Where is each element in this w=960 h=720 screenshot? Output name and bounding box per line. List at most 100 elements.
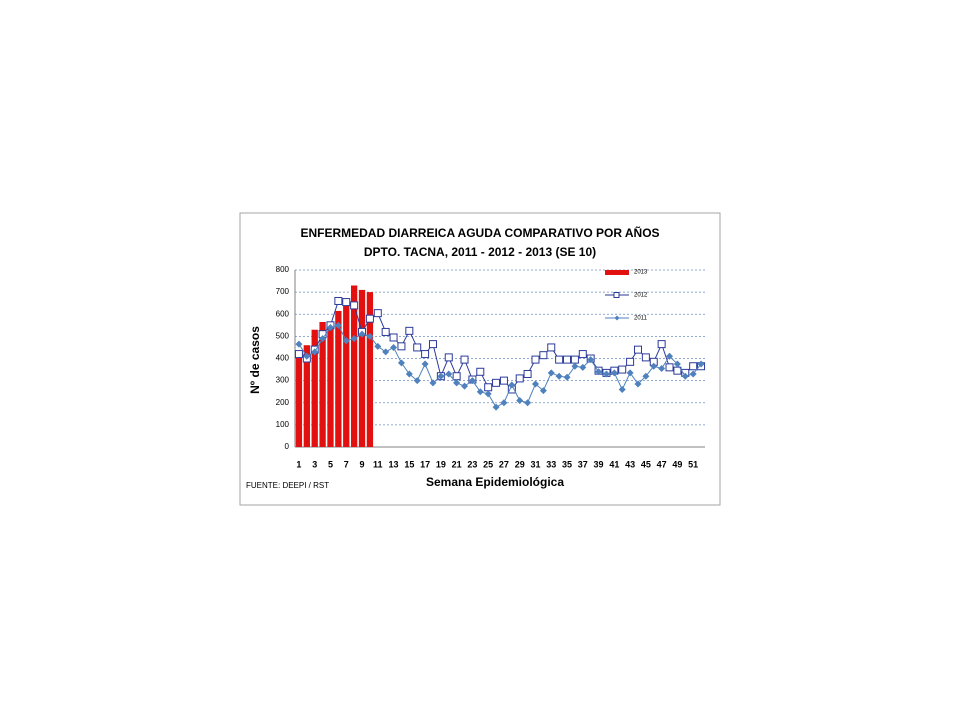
point-marker [350, 301, 359, 310]
point-marker [666, 352, 674, 360]
point-marker [531, 355, 540, 364]
point-marker [319, 335, 327, 343]
y-tick-label: 400 [276, 354, 290, 363]
point-marker [571, 362, 579, 370]
point-marker [295, 340, 303, 348]
point-marker [595, 368, 603, 376]
x-tick-label: 27 [499, 459, 509, 469]
point-marker [453, 379, 461, 387]
point-marker [539, 351, 548, 360]
point-marker [342, 337, 350, 345]
point-marker [365, 314, 374, 323]
legend-label: 2012 [634, 293, 648, 299]
point-marker [421, 360, 429, 368]
point-marker [484, 390, 492, 398]
y-tick-label: 700 [276, 287, 290, 296]
point-marker [658, 364, 666, 372]
point-marker [547, 369, 555, 377]
y-tick-label: 0 [285, 442, 290, 451]
point-marker [570, 355, 579, 364]
point-marker [547, 343, 556, 352]
point-marker [382, 348, 390, 356]
point-marker [689, 370, 697, 378]
bar [335, 310, 342, 447]
point-marker [460, 355, 469, 364]
point-marker [610, 369, 618, 377]
point-marker [673, 360, 681, 368]
point-marker [523, 369, 532, 378]
point-marker [650, 362, 658, 370]
x-tick-label: 49 [672, 459, 682, 469]
y-tick-label: 800 [276, 265, 290, 274]
chart-title: ENFERMEDAD DIARREICA AGUDA COMPARATIVO P… [300, 225, 659, 240]
x-tick-label: 11 [373, 459, 383, 469]
point-marker [326, 324, 334, 332]
point-marker [642, 372, 650, 380]
x-tick-label: 47 [657, 459, 667, 469]
point-marker [358, 330, 366, 338]
point-marker [602, 370, 610, 378]
point-marker [484, 383, 493, 392]
point-marker [303, 352, 311, 360]
legend-label: 2013 [634, 270, 648, 276]
point-marker [421, 350, 430, 359]
point-marker [397, 342, 406, 351]
bar [343, 302, 350, 447]
x-tick-label: 29 [515, 459, 525, 469]
bar [350, 285, 358, 447]
bar [319, 321, 326, 447]
point-marker [476, 367, 485, 376]
point-marker [539, 387, 547, 395]
point-marker [578, 350, 587, 359]
point-marker [626, 357, 635, 366]
y-tick-label: 200 [276, 398, 290, 407]
x-tick-label: 13 [389, 459, 399, 469]
point-marker [452, 372, 461, 381]
point-marker [366, 332, 374, 340]
bar [295, 356, 303, 447]
y-tick-label: 600 [276, 309, 290, 318]
x-tick-label: 19 [436, 459, 446, 469]
point-marker [689, 362, 698, 371]
x-tick-label: 45 [641, 459, 651, 469]
point-marker [579, 363, 587, 371]
point-marker [390, 343, 398, 351]
x-tick-label: 37 [578, 459, 588, 469]
point-marker [508, 381, 516, 389]
point-marker [697, 360, 705, 368]
point-marker [350, 335, 358, 343]
x-tick-label: 23 [467, 459, 477, 469]
point-marker [373, 309, 382, 318]
point-marker [563, 373, 571, 381]
point-marker [445, 370, 453, 378]
point-marker [405, 370, 413, 378]
legend-label: 2011 [634, 316, 648, 322]
y-tick-label: 500 [276, 331, 290, 340]
point-marker [500, 399, 508, 407]
point-marker [389, 333, 398, 342]
legend-swatch [605, 270, 629, 275]
point-marker [626, 369, 634, 377]
source-note: FUENTE: DEEPI / RST [246, 481, 329, 490]
point-marker [555, 372, 563, 380]
point-marker [428, 340, 437, 349]
point-marker [429, 379, 437, 387]
x-tick-label: 33 [546, 459, 556, 469]
point-marker [444, 353, 453, 362]
x-tick-label: 35 [562, 459, 572, 469]
x-tick-label: 43 [625, 459, 635, 469]
point-marker [413, 343, 422, 352]
point-marker [468, 377, 476, 385]
point-marker [294, 350, 303, 359]
point-marker [665, 363, 674, 372]
x-tick-label: 51 [688, 459, 698, 469]
x-tick-label: 15 [404, 459, 414, 469]
point-marker [476, 388, 484, 396]
point-marker [499, 376, 508, 385]
bar [303, 345, 310, 447]
point-marker [413, 377, 421, 385]
point-marker [618, 385, 626, 393]
x-tick-label: 7 [344, 459, 349, 469]
x-tick-label: 3 [312, 459, 317, 469]
